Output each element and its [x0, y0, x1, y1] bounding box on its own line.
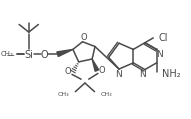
- Text: O: O: [98, 66, 105, 75]
- Text: NH₂: NH₂: [162, 69, 181, 79]
- Text: O: O: [80, 33, 87, 42]
- Text: CH₃: CH₃: [1, 51, 13, 57]
- Text: CH₃: CH₃: [100, 92, 112, 97]
- Text: N: N: [115, 70, 121, 79]
- Text: N: N: [139, 70, 145, 79]
- Text: O: O: [65, 67, 71, 76]
- Polygon shape: [92, 59, 99, 71]
- Text: Si: Si: [24, 50, 33, 60]
- Text: CH₃: CH₃: [58, 92, 70, 97]
- Text: N: N: [156, 50, 163, 59]
- Text: —: —: [7, 51, 14, 60]
- Text: Cl: Cl: [158, 33, 168, 43]
- Text: O: O: [40, 50, 48, 60]
- Polygon shape: [57, 49, 73, 57]
